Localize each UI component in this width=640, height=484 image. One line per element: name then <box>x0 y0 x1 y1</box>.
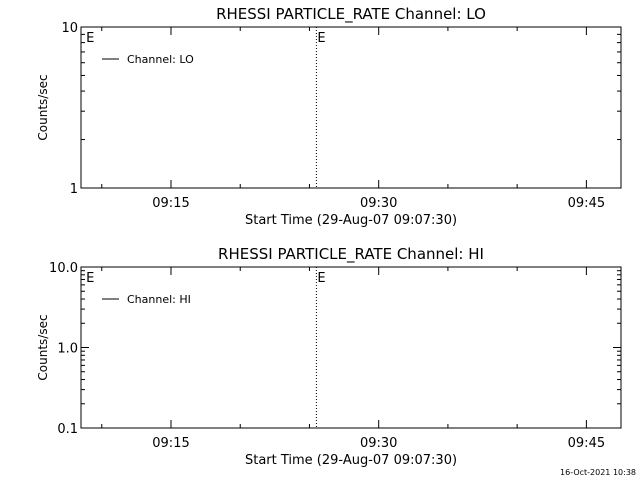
panel-1-legend-label: Channel: LO <box>127 53 194 66</box>
panel-1-frame <box>80 26 622 189</box>
panel-2-ytick-label: 1.0 <box>57 342 78 357</box>
panel-1-xtick-label: 09:15 <box>152 196 189 211</box>
panel-1-ytick-label: 10 <box>61 21 78 36</box>
panel-2-frame <box>80 266 622 429</box>
panel-1-xtick-label: 09:45 <box>568 196 605 211</box>
panel-2-legend-label: Channel: HI <box>127 293 191 306</box>
panel-2-xtick-label: 09:30 <box>360 436 397 451</box>
panel-2-marker-label: E <box>86 271 94 286</box>
panel-2-title: RHESSI PARTICLE_RATE Channel: HI <box>218 245 484 264</box>
panel-1-marker-label: E <box>86 31 94 46</box>
panel-1-marker-label: E <box>317 31 325 46</box>
panel-1-ytick-label: 1 <box>70 182 78 197</box>
panel-1-ylabel: Counts/sec <box>36 74 50 140</box>
panel-2-xtick-label: 09:15 <box>152 436 189 451</box>
panel-1-xtick-label: 09:30 <box>360 196 397 211</box>
panel-2-ytick-label: 10.0 <box>49 261 78 276</box>
panel-2-marker-label: E <box>317 271 325 286</box>
panel-2-xlabel: Start Time (29-Aug-07 09:07:30) <box>245 453 457 468</box>
panel-2-ytick-label: 0.1 <box>57 422 78 437</box>
footer-timestamp: 16-Oct-2021 10:38 <box>560 468 636 477</box>
panel-2-ylabel: Counts/sec <box>36 314 50 380</box>
panel-1-xlabel: Start Time (29-Aug-07 09:07:30) <box>245 213 457 228</box>
panel-1-title: RHESSI PARTICLE_RATE Channel: LO <box>216 5 486 24</box>
panel-2-xtick-label: 09:45 <box>568 436 605 451</box>
